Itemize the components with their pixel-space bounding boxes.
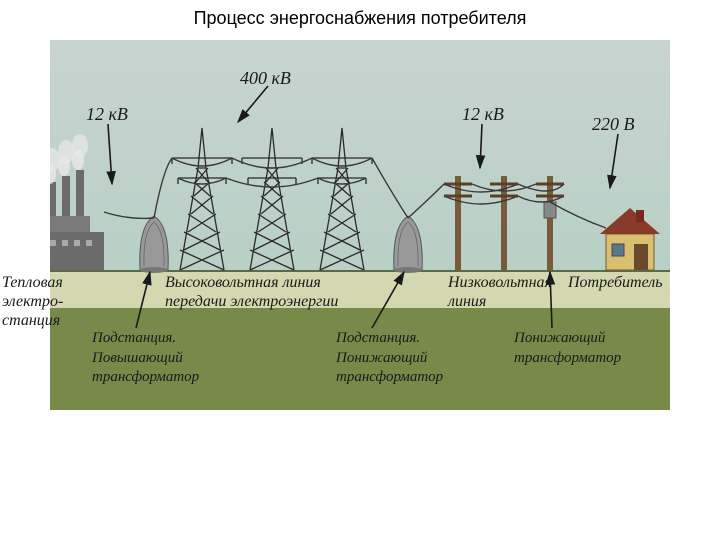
label-step-down-2: Понижающий трансформатор (514, 329, 621, 368)
power-plant (50, 134, 104, 270)
diagram-canvas: 12 кВ 400 кВ 12 кВ 220 В Тепловая электр… (50, 40, 670, 410)
substation-step-down (394, 216, 422, 273)
label-power-plant: Тепловая электро- станция (2, 273, 63, 331)
label-step-up: Подстанция. Повышающий трансформатор (92, 329, 199, 388)
substation-step-up (140, 216, 168, 273)
voltage-220v: 220 В (592, 114, 635, 135)
voltage-12kv-right: 12 кВ (462, 104, 504, 125)
lv-pole-1 (444, 176, 472, 270)
hv-tower-2 (242, 128, 302, 270)
label-consumer: Потребитель (568, 273, 663, 292)
hv-tower-1 (172, 128, 232, 270)
label-step-down-1: Подстанция. Понижающий трансформатор (336, 329, 443, 388)
voltage-400kv: 400 кВ (240, 68, 291, 89)
label-hv-line: Высоковольтная линия передачи электроэне… (165, 273, 338, 311)
voltage-12kv-left: 12 кВ (86, 104, 128, 125)
hv-tower-3 (312, 128, 372, 270)
page-title: Процесс энергоснабжения потребителя (0, 0, 720, 37)
label-lv-line: Низковольтная линия (448, 273, 552, 311)
consumer-house (600, 208, 660, 270)
